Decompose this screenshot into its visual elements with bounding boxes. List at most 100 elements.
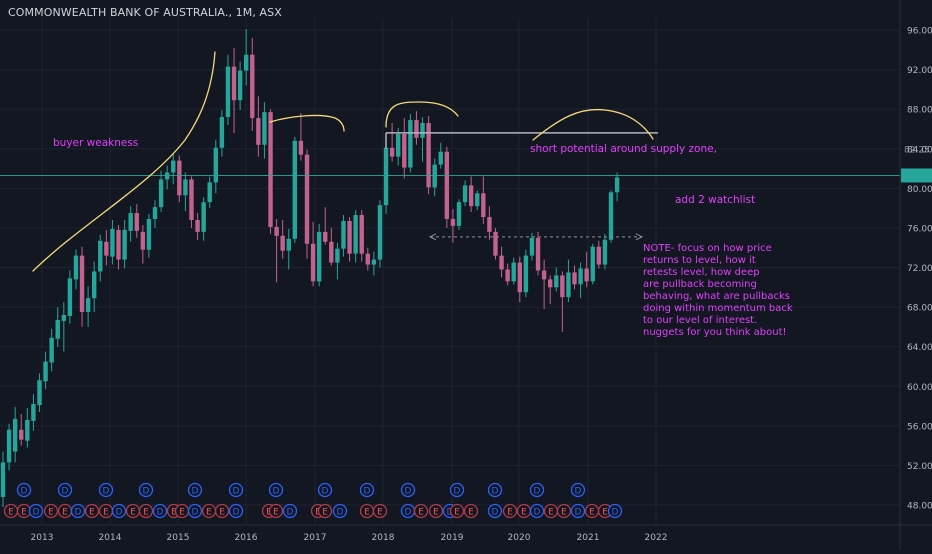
candle-body	[614, 177, 620, 193]
annotation-note-line: returns to level, how it	[643, 255, 756, 266]
earnings-icon[interactable]	[84, 503, 100, 519]
candle-body	[256, 118, 261, 145]
candle-body	[219, 117, 225, 148]
dividend-icon[interactable]	[228, 482, 244, 498]
dividend-letter: D	[116, 508, 123, 518]
dividend-icon[interactable]	[28, 503, 44, 519]
dividend-icon[interactable]	[57, 482, 73, 498]
earnings-icon[interactable]	[463, 503, 479, 519]
earnings-letter: E	[273, 508, 279, 518]
candle-body	[122, 229, 127, 260]
annotation-note-line: retests level, how deep	[643, 267, 760, 278]
earnings-icon[interactable]	[413, 503, 429, 519]
candle-body	[517, 262, 522, 293]
earnings-icon[interactable]	[428, 503, 444, 519]
earnings-icon[interactable]	[449, 503, 465, 519]
dividend-icon[interactable]	[187, 482, 203, 498]
annotation-buyer-weakness: buyer weakness	[53, 137, 138, 149]
price-tick-label: 76.00	[907, 224, 932, 234]
candle-body	[414, 120, 419, 138]
dividend-icon[interactable]	[529, 503, 545, 519]
candle-body	[316, 231, 322, 282]
candle-body	[183, 179, 188, 196]
earnings-letter: E	[433, 508, 439, 518]
candle-body	[523, 255, 529, 293]
dividend-icon[interactable]	[570, 503, 586, 519]
earnings-icon[interactable]	[138, 503, 154, 519]
earnings-letter: E	[548, 508, 554, 518]
dividend-icon[interactable]	[111, 503, 127, 519]
dividend-icon[interactable]	[138, 482, 154, 498]
dividend-icon[interactable]	[317, 482, 333, 498]
earnings-icon[interactable]	[317, 503, 333, 519]
price-tick-label: 52.00	[907, 462, 932, 472]
earnings-icon[interactable]	[268, 503, 284, 519]
dividend-icon[interactable]	[570, 482, 586, 498]
dividend-icon[interactable]	[16, 482, 32, 498]
candle-body	[207, 182, 212, 203]
candle-body	[590, 246, 595, 282]
dividend-icon[interactable]	[332, 503, 348, 519]
dividend-icon[interactable]	[98, 482, 114, 498]
candle-body	[104, 241, 109, 256]
dividend-icon[interactable]	[359, 482, 375, 498]
earnings-letter: E	[179, 508, 185, 518]
candle-body	[25, 419, 30, 441]
dividend-icon[interactable]	[268, 482, 284, 498]
candle-body	[37, 380, 42, 406]
dividend-icon[interactable]	[607, 503, 623, 519]
earnings-letter: E	[418, 508, 424, 518]
text-layer: buyer weakness short potential around sup…	[53, 137, 793, 338]
candle-body	[79, 255, 85, 313]
candle-body	[335, 248, 340, 263]
dividend-letter: D	[192, 487, 199, 497]
earnings-letter: E	[103, 508, 109, 518]
earnings-icon[interactable]	[502, 503, 518, 519]
candle-body	[152, 207, 158, 220]
dividend-icon[interactable]	[187, 503, 203, 519]
dividend-icon[interactable]	[487, 503, 503, 519]
candle-body	[475, 193, 480, 207]
dividend-icon[interactable]	[529, 482, 545, 498]
candle-body	[55, 319, 60, 339]
dividend-icon[interactable]	[487, 482, 503, 498]
candle-body	[560, 275, 565, 298]
candle-body	[213, 147, 218, 183]
candle-body	[43, 361, 48, 382]
earnings-letter: E	[454, 508, 460, 518]
candle-body	[304, 154, 310, 244]
price-tick-label: 88.00	[907, 106, 932, 116]
earnings-letter: E	[377, 508, 383, 518]
earnings-icon[interactable]	[372, 503, 388, 519]
candle-body	[572, 272, 577, 285]
annotation-note-line: to our level of interest.	[643, 315, 757, 326]
candle-body	[408, 120, 413, 168]
dividend-icon[interactable]	[152, 503, 168, 519]
earnings-icon[interactable]	[214, 503, 230, 519]
dividend-letter: D	[322, 487, 329, 497]
price-tick-label: 80.00	[907, 185, 932, 195]
year-tick-label: 2015	[167, 533, 190, 543]
dividend-icon[interactable]	[282, 503, 298, 519]
candle-body	[468, 185, 474, 207]
dividend-icon[interactable]	[400, 482, 416, 498]
candle-body	[244, 54, 249, 71]
candle-body	[201, 202, 206, 232]
candle-body	[158, 179, 164, 208]
price-tick-label: 92.00	[907, 66, 932, 76]
candle-body	[535, 237, 541, 271]
earnings-icon[interactable]	[556, 503, 572, 519]
dividend-icon[interactable]	[449, 482, 465, 498]
earnings-icon[interactable]	[43, 503, 59, 519]
candle-body	[396, 133, 401, 157]
price-tick-label: 96.00	[907, 27, 932, 37]
dividend-icon[interactable]	[228, 503, 244, 519]
annotation-note-line: are pullback becoming	[643, 279, 757, 290]
dividend-letter: D	[287, 508, 294, 518]
candle-body	[237, 70, 243, 101]
dividend-letter: D	[75, 508, 82, 518]
candle-body	[529, 237, 535, 256]
dividend-icon[interactable]	[70, 503, 86, 519]
